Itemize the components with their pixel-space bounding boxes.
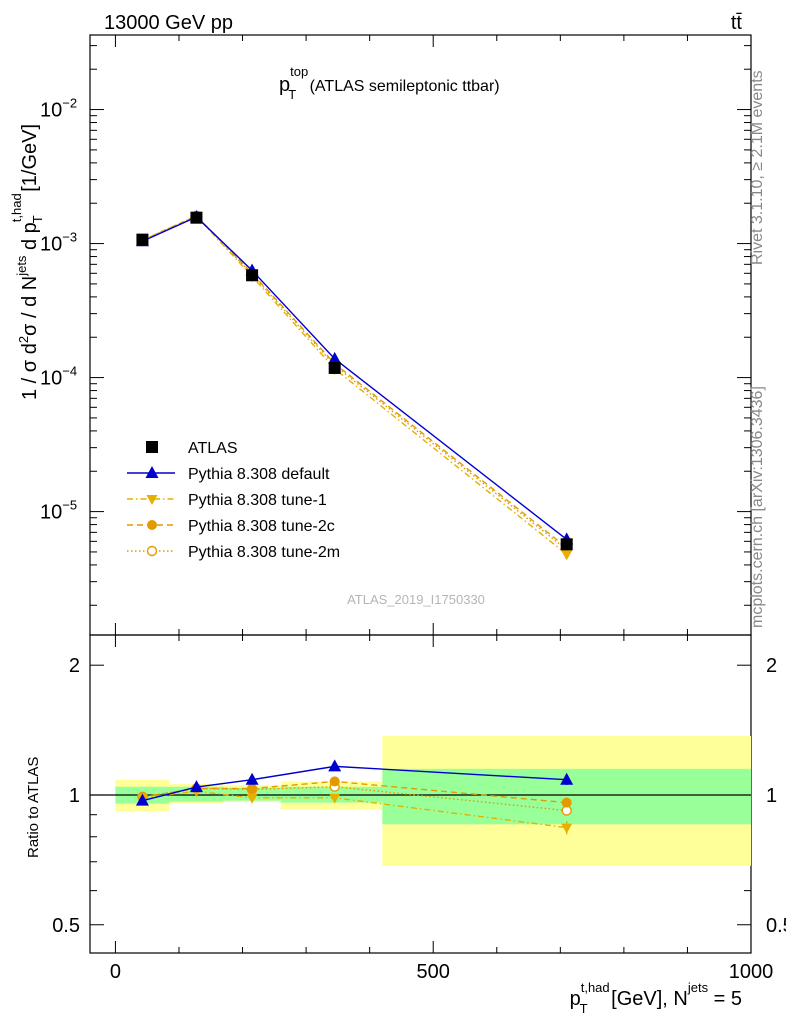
main-data-point (560, 538, 573, 551)
ratio-y-tick-label: 1 (69, 785, 80, 807)
ratio-data-point (135, 793, 149, 806)
ratio-data-point (247, 783, 258, 794)
ratio-data-point (329, 793, 341, 804)
ratio-uncertainty-bands (90, 736, 751, 866)
ratio-data-point (329, 776, 340, 787)
ratio-data-point (328, 759, 342, 772)
rivet-label: Rivet 3.1.10, ≥ 2.1M events (749, 70, 766, 265)
main-data-point (246, 269, 259, 282)
y-axis-label: 1 / σ d2σ / d Njets d pt,had T [1/GeV] (9, 124, 45, 400)
main-y-tick-label: 10−2 (40, 96, 77, 122)
main-data-point (136, 233, 149, 246)
main-axis-ticks: 10−5 10−4 10−3 10−2 (40, 35, 752, 635)
main-y-tick-label: 10−5 (40, 498, 77, 524)
legend-label: Pythia 8.308 default (188, 466, 330, 483)
process-label: tt̄ (731, 12, 743, 34)
ratio-y-tick-label: 0.5 (52, 915, 80, 937)
legend-marker (145, 466, 159, 478)
main-y-tick-label: 10−4 (40, 364, 77, 390)
ratio-y-tick-label: 2 (69, 655, 80, 677)
ratio-data-point (189, 780, 203, 793)
main-data-point (561, 550, 573, 561)
ratio-y-tick-label-right: 2 (766, 655, 777, 677)
main-y-tick-label: 10−3 (40, 230, 77, 256)
legend-marker (147, 520, 157, 530)
main-data-point (328, 361, 341, 374)
plot-title: ptop T (ATLAS semileptonic ttbar) (279, 64, 500, 102)
legend-marker (146, 441, 158, 453)
ratio-data-point (245, 772, 259, 785)
legend-label: Pythia 8.308 tune-2c (188, 518, 335, 535)
ratio-y-axis-label: Ratio to ATLAS (25, 757, 42, 858)
ratio-series (135, 759, 574, 835)
ratio-y-tick-label-right: 0.5 (766, 915, 786, 937)
x-tick-label: 500 (417, 961, 450, 983)
legend-label: Pythia 8.308 tune-2m (188, 544, 340, 561)
legend-label: Pythia 8.308 tune-1 (188, 492, 327, 509)
legend-marker (146, 495, 158, 505)
legend: ATLAS Pythia 8.308 default Pythia 8.308 tu… (127, 440, 340, 561)
ratio-data-point (246, 793, 258, 804)
main-series (135, 209, 574, 561)
x-axis-label: pt,had T [GeV], Njets = 5 (570, 980, 742, 1016)
ratio-axis-ticks: 0 500 1000 0.5 0.5 1 1 2 2 (52, 635, 786, 983)
legend-label: ATLAS (188, 440, 238, 457)
x-tick-label: 0 (110, 961, 121, 983)
mcplots-label: mcplots.cern.ch [arXiv:1306.3436] (749, 386, 766, 628)
main-data-point (190, 211, 203, 224)
main-data-point (328, 351, 342, 364)
legend-marker (146, 545, 158, 557)
x-tick-label: 1000 (729, 961, 774, 983)
ratio-y-tick-label-right: 1 (766, 785, 777, 807)
energy-label: 13000 GeV pp (104, 12, 233, 34)
analysis-id: ATLAS_2019_I1750330 (347, 592, 485, 607)
main-series-line (142, 215, 568, 549)
